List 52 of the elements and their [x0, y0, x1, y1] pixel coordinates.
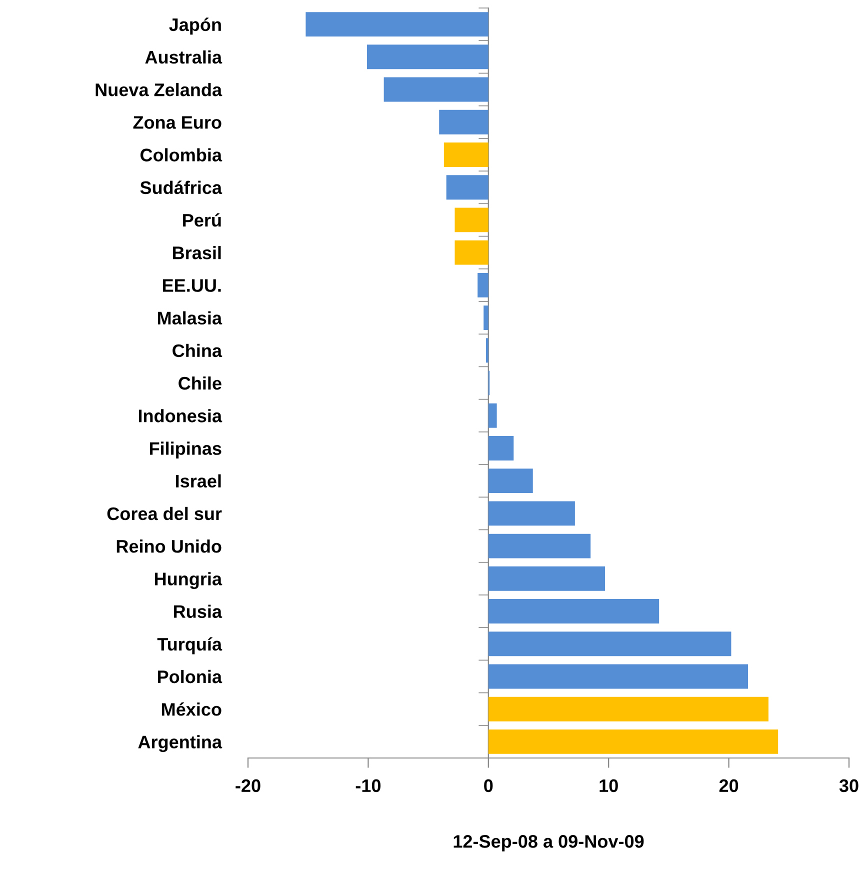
- bar: [306, 12, 488, 37]
- y-tick-label: Japón: [169, 18, 221, 35]
- y-tick-label: Colombia: [140, 148, 222, 162]
- y-tick-label: Perú: [183, 213, 221, 227]
- bar: [484, 306, 488, 330]
- x-axis-title: 12-Sep-08 a 09-Nov-09: [454, 835, 644, 852]
- bar: [488, 534, 591, 558]
- bar: [488, 403, 497, 428]
- bar: [488, 501, 575, 526]
- y-tick-label: Hungria: [155, 572, 222, 590]
- y-tick-label: Indonesia: [138, 409, 222, 422]
- bar: [488, 566, 605, 591]
- y-tick-label: Reino Unido: [116, 540, 222, 553]
- y-tick-label: EE.UU.: [163, 279, 221, 292]
- x-tick-label: 20: [719, 779, 738, 792]
- y-tick-label: Nueva Zelanda: [96, 82, 222, 96]
- y-tick-label: México: [162, 702, 222, 716]
- bar: [488, 468, 533, 494]
- bar: [488, 729, 778, 754]
- y-tick-label: China: [172, 344, 222, 358]
- y-tick-label: Rusia: [174, 604, 222, 618]
- y-tick-label: Turquía: [157, 637, 222, 654]
- y-tick-label: Polonia: [158, 670, 222, 684]
- x-tick-label: -10: [356, 779, 381, 792]
- x-tick-label: -20: [236, 779, 260, 792]
- y-tick-label: Brasil: [173, 246, 221, 260]
- y-tick-label: Filipinas: [150, 442, 222, 459]
- bar: [446, 175, 488, 200]
- y-tick-label: Chile: [178, 376, 222, 390]
- bar: [454, 208, 488, 232]
- bar: [384, 77, 488, 102]
- bar: [488, 599, 660, 624]
- bar: [488, 664, 748, 689]
- y-tick-label: Malasia: [158, 311, 222, 325]
- bar: [488, 436, 514, 460]
- y-tick-label: Argentina: [138, 735, 222, 752]
- bar: [486, 338, 488, 363]
- y-tick-label: Israel: [176, 474, 221, 488]
- x-tick-label: 0: [484, 779, 493, 792]
- bar: [367, 44, 488, 70]
- x-tick-label: 30: [839, 779, 858, 792]
- y-tick-label: Corea del sur: [107, 506, 222, 520]
- y-tick-label: Australia: [145, 50, 222, 64]
- bar: [488, 632, 732, 656]
- y-tick-label: Sudáfrica: [140, 180, 222, 194]
- bar: [439, 110, 488, 134]
- bar: [444, 142, 488, 167]
- bar: [488, 696, 768, 722]
- y-tick-label: Zona Euro: [133, 116, 222, 129]
- bar: [454, 240, 488, 265]
- x-tick-label: 10: [600, 779, 618, 792]
- bar: [478, 272, 488, 298]
